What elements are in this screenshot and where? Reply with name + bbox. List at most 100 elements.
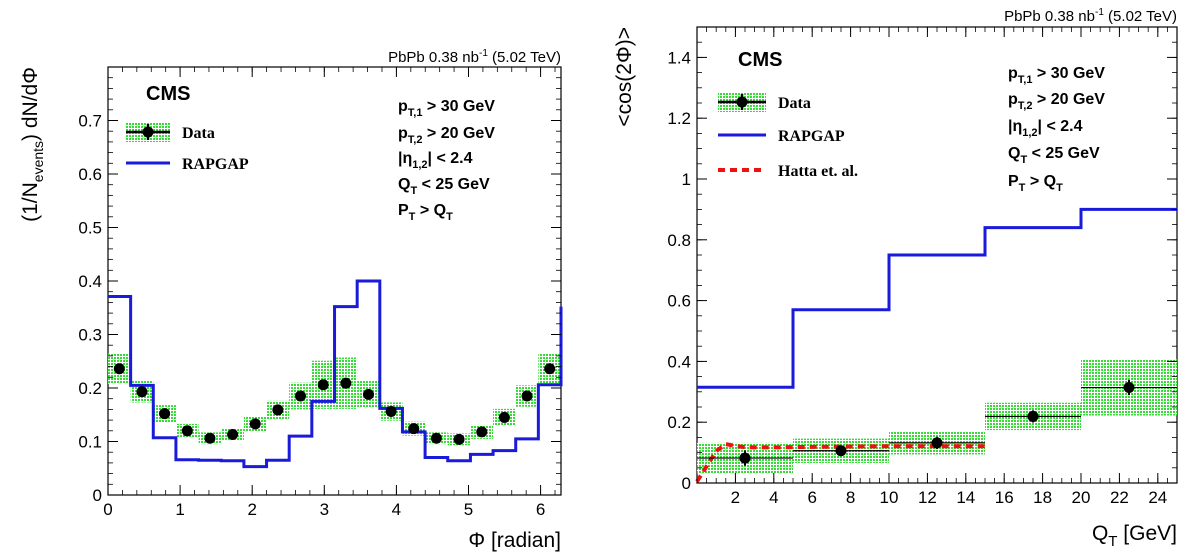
- left-x-axis-title: Φ [radian]: [468, 529, 561, 552]
- right-rapgap-line: [697, 207, 1177, 389]
- left-x-tick-label: 3: [320, 500, 329, 519]
- left-data-point: [136, 386, 148, 398]
- right-y-axis-title: <cos(2Φ)>: [613, 27, 636, 127]
- right-data-band: [697, 359, 1177, 474]
- right-data-points: [697, 379, 1177, 466]
- left-x-ticks: 0 1 2 3 4 5 6: [103, 67, 556, 519]
- right-cut-pt1: pT,1 > 30 GeV: [1008, 65, 1105, 86]
- right-rapgap-curve: [697, 207, 1177, 389]
- left-data-point: [340, 377, 352, 389]
- left-data-point: [295, 390, 307, 402]
- left-legend: Data RAPGAP: [126, 122, 249, 173]
- left-data-point: [408, 423, 420, 435]
- right-x-tick-label: 20: [1072, 488, 1091, 507]
- right-x-tick-label: 10: [880, 488, 899, 507]
- left-legend-rapgap: RAPGAP: [126, 156, 249, 173]
- left-legend-data: Data: [126, 122, 215, 142]
- left-data-point: [385, 406, 397, 418]
- left-data-point: [453, 433, 465, 445]
- right-x-tick-label: 18: [1033, 488, 1052, 507]
- left-legend-data-label: Data: [182, 125, 215, 142]
- left-cut-pt2: pT,2 > 20 GeV: [398, 125, 495, 146]
- right-y-ticks: 0 0.2 0.4 0.6 0.8 1 1.2 1.4: [667, 26, 1177, 493]
- right-panel: 2 4 6 8 10 12 14 16 18 20 22 24 00.20.40.60.811.21.…: [613, 7, 1178, 550]
- right-hatta-curve: [695, 441, 985, 483]
- right-x-tick-label: 6: [807, 488, 816, 507]
- left-x-tick-label: 6: [536, 500, 545, 519]
- left-data-point: [249, 418, 261, 430]
- left-y-tick-label: 0.7: [78, 112, 102, 131]
- right-x-ticks: 2 4 6 8 10 12 14 16 18 20 22 24: [696, 27, 1178, 507]
- right-lumi-label: PbPb 0.38 nb-1 (5.02 TeV): [1004, 7, 1177, 25]
- left-data-point: [544, 363, 556, 375]
- left-x-tick-label: 2: [247, 500, 256, 519]
- right-hatta-line: [695, 441, 985, 483]
- left-data-point: [317, 379, 329, 391]
- left-data-point: [272, 404, 284, 416]
- left-data-points: [113, 363, 556, 445]
- left-data-point: [159, 408, 171, 420]
- right-y-tick-label: 1.2: [667, 109, 691, 128]
- right-data-point: [1123, 382, 1135, 394]
- right-data-point: [1027, 410, 1039, 422]
- left-y-tick-label: 0.2: [78, 379, 102, 398]
- right-y-tick-label: 0: [682, 474, 691, 493]
- right-x-tick-label: 8: [846, 488, 855, 507]
- left-x-tick-label: 4: [392, 500, 401, 519]
- right-y-tick-label: 1.4: [667, 48, 691, 67]
- left-y-tick-label: 0: [93, 486, 102, 505]
- left-x-tick-label: 1: [175, 500, 184, 519]
- right-x-tick-label: 14: [956, 488, 975, 507]
- right-x-tick-label: 16: [995, 488, 1014, 507]
- right-cuts: pT,1 > 30 GeV pT,2 > 20 GeV |η1,2| < 2.4…: [1008, 65, 1105, 194]
- right-legend-data: Data: [718, 92, 811, 112]
- left-data-point: [204, 432, 216, 444]
- right-cut-eta: |η1,2| < 2.4: [1008, 118, 1083, 139]
- left-data-point: [430, 432, 442, 444]
- left-panel: 0 1 2 3 4 5 6 0 0.1 0.2 0.3 0.4 0.5 0.6 0.7 PbPb 0.38…: [19, 48, 563, 552]
- right-cut-pt2: pT,2 > 20 GeV: [1008, 91, 1105, 112]
- right-cut-qt: QT < 25 GeV: [1008, 145, 1100, 166]
- left-y-ticks: 0 0.1 0.2 0.3 0.4 0.5 0.6 0.7: [78, 66, 561, 505]
- right-cut-ptqt: PT > QT: [1008, 173, 1063, 194]
- left-cut-eta: |η1,2| < 2.4: [398, 150, 473, 171]
- left-x-tick-label: 5: [464, 500, 473, 519]
- left-data-point: [113, 363, 125, 375]
- right-data-point: [835, 445, 847, 457]
- right-x-tick-label: 22: [1110, 488, 1129, 507]
- right-legend-data-label: Data: [778, 95, 811, 112]
- left-data-point: [476, 426, 488, 438]
- left-legend-rapgap-label: RAPGAP: [182, 156, 249, 173]
- right-legend-hatta: Hatta et. al.: [718, 163, 858, 180]
- right-y-tick-label: 0.2: [667, 413, 691, 432]
- right-y-tick-label: 0.6: [667, 292, 691, 311]
- right-legend-data-marker: [736, 96, 748, 108]
- right-legend-rapgap: RAPGAP: [718, 128, 845, 145]
- left-rapgap-curve: [108, 279, 563, 469]
- left-cms-label: CMS: [146, 83, 190, 105]
- left-y-tick-label: 0.4: [78, 272, 102, 291]
- left-x-tick-label: 0: [103, 500, 112, 519]
- left-y-tick-label: 0.1: [78, 433, 102, 452]
- left-data-point: [362, 388, 374, 400]
- left-cut-pt1: pT,1 > 30 GeV: [398, 98, 495, 119]
- left-rapgap-line: [108, 279, 563, 469]
- left-y-axis-title: (1/Nevents) dN/dΦ: [19, 67, 46, 222]
- left-data-point: [521, 390, 533, 402]
- right-legend-rapgap-label: RAPGAP: [778, 128, 845, 145]
- right-y-tick-label: 0.4: [667, 352, 691, 371]
- right-legend: Data RAPGAP Hatta et. al.: [718, 92, 858, 180]
- left-y-tick-label: 0.5: [78, 219, 102, 238]
- right-x-tick-label: 2: [731, 488, 740, 507]
- left-cuts: pT,1 > 30 GeV pT,2 > 20 GeV |η1,2| < 2.4…: [398, 98, 495, 223]
- right-cms-label: CMS: [738, 49, 782, 71]
- left-cut-ptqt: PT > QT: [398, 202, 453, 223]
- left-legend-data-marker: [142, 126, 154, 138]
- left-y-tick-label: 0.3: [78, 326, 102, 345]
- right-y-tick-label: 1: [682, 170, 691, 189]
- left-lumi-label: PbPb 0.38 nb-1 (5.02 TeV): [388, 48, 561, 66]
- right-legend-hatta-label: Hatta et. al.: [778, 163, 858, 180]
- left-cut-qt: QT < 25 GeV: [398, 176, 490, 197]
- left-data-point: [498, 411, 510, 423]
- left-y-tick-label: 0.6: [78, 165, 102, 184]
